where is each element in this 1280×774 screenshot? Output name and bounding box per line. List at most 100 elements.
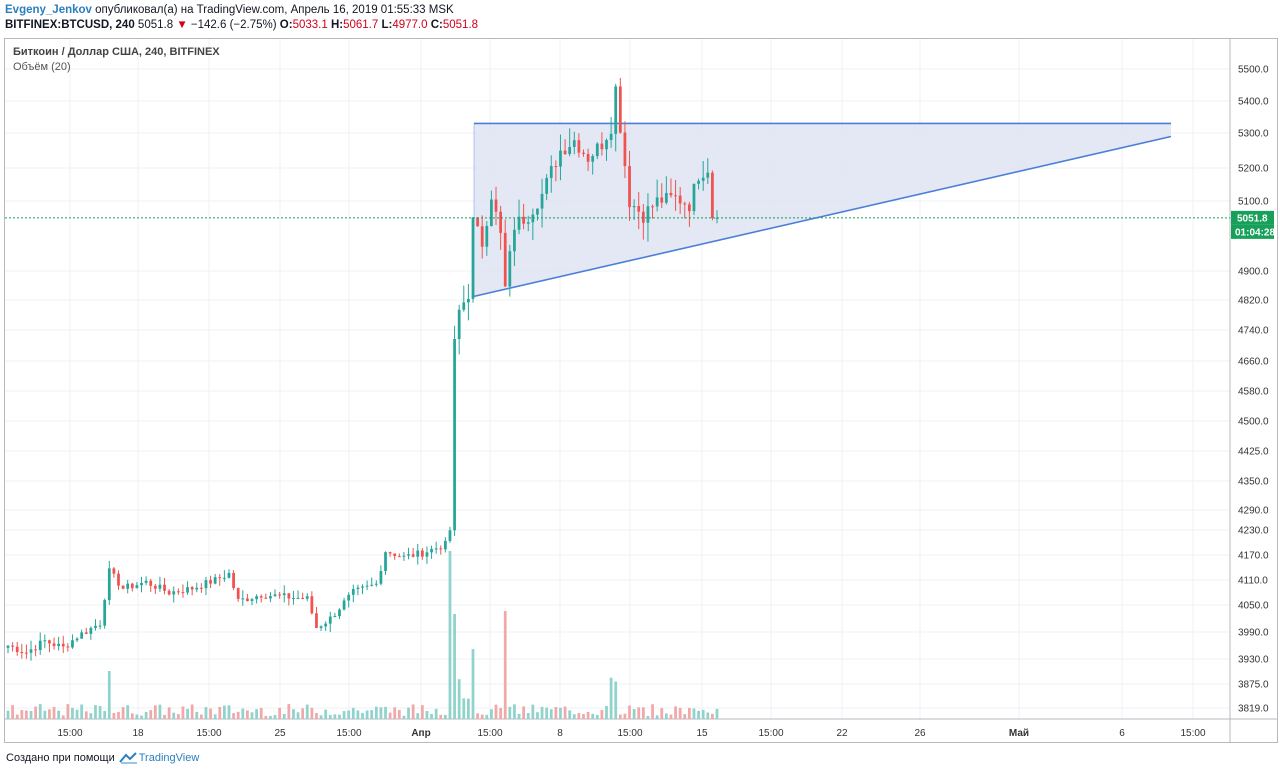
candle-body xyxy=(480,226,484,247)
candle-body xyxy=(52,643,56,647)
volume-bar xyxy=(117,712,120,719)
candle-body xyxy=(347,594,351,601)
candle-body xyxy=(236,588,240,599)
countdown-badge xyxy=(1231,224,1274,239)
candle-body xyxy=(651,206,654,208)
candle-body xyxy=(34,649,38,651)
candle-body xyxy=(365,585,369,587)
x-tick-label: 18 xyxy=(132,728,144,739)
volume-bar xyxy=(443,714,447,719)
candle-body xyxy=(485,225,489,247)
volume-bar xyxy=(499,708,502,719)
candle-body xyxy=(117,573,120,586)
volume-bar xyxy=(126,705,130,719)
volume-bar xyxy=(434,708,438,719)
candle-body xyxy=(443,540,447,550)
volume-bar xyxy=(71,707,74,719)
y-tick-label: 5300.0 xyxy=(1238,129,1269,140)
candle-body xyxy=(595,143,599,157)
high-label: H: xyxy=(330,19,344,31)
candle-body xyxy=(697,180,700,184)
volume-bar xyxy=(554,706,558,719)
candle-body xyxy=(411,554,415,557)
volume-bar xyxy=(144,711,148,719)
volume-bar xyxy=(342,711,346,719)
candle-body xyxy=(61,643,65,647)
candle-body xyxy=(453,339,456,531)
candle-body xyxy=(278,594,282,596)
volume-bar xyxy=(236,711,240,719)
candle-body xyxy=(568,146,572,155)
candle-body xyxy=(572,140,576,147)
volume-bar xyxy=(269,715,272,719)
candle-body xyxy=(526,222,530,224)
tradingview-link[interactable]: TradingView xyxy=(118,752,199,764)
volume-bar xyxy=(153,705,157,719)
volume-bar xyxy=(701,709,705,719)
volume-bar xyxy=(338,714,341,719)
volume-bar xyxy=(333,714,337,719)
volume-bar xyxy=(20,710,24,719)
candle-body xyxy=(490,199,493,226)
candle-body xyxy=(315,613,318,628)
candle-body xyxy=(591,156,595,162)
volume-bar xyxy=(402,715,406,719)
candle-body xyxy=(430,548,433,553)
candle-body xyxy=(338,609,341,617)
volume-bar xyxy=(241,708,245,719)
volume-bar xyxy=(609,677,613,719)
candle-body xyxy=(605,140,608,150)
candle-body xyxy=(692,183,696,212)
volume-bar xyxy=(595,714,599,719)
candle-body xyxy=(227,572,231,578)
y-tick-label: 4580.0 xyxy=(1238,387,1269,398)
x-tick-label: 15:00 xyxy=(617,728,642,739)
volume-bar xyxy=(213,714,217,719)
candle-body xyxy=(471,217,475,299)
volume-bar xyxy=(692,708,696,719)
candle-body xyxy=(457,309,461,340)
volume-bar xyxy=(462,698,466,719)
candle-body xyxy=(563,150,567,155)
candle-body xyxy=(462,302,466,310)
volume-bar xyxy=(697,710,700,719)
volume-bar xyxy=(388,712,392,719)
candle-body xyxy=(176,591,180,593)
y-tick-label: 3930.0 xyxy=(1238,655,1269,666)
candle-body xyxy=(94,625,97,628)
candle-body xyxy=(250,599,254,602)
candle-body xyxy=(545,177,549,194)
volume-bar xyxy=(301,708,305,719)
candle-body xyxy=(609,133,613,141)
volume-bar xyxy=(591,713,595,719)
volume-bar xyxy=(711,713,714,719)
candle-body xyxy=(503,232,507,287)
y-tick-label: 3875.0 xyxy=(1238,680,1269,691)
candle-body xyxy=(448,530,452,541)
candle-body xyxy=(397,556,401,558)
candle-body xyxy=(554,166,558,168)
candle-body xyxy=(43,640,47,642)
candle-body xyxy=(628,166,631,208)
volume-bar xyxy=(218,706,222,719)
volume-bar xyxy=(549,709,553,719)
volume-bar xyxy=(600,709,604,719)
chart-frame[interactable] xyxy=(4,38,1278,743)
author-link[interactable]: Evgeny_Jenkov xyxy=(5,4,92,16)
created-with-label: Создано при помощи xyxy=(6,752,115,764)
candle-body xyxy=(467,298,470,303)
candle-body xyxy=(6,645,10,648)
volume-bar xyxy=(628,705,631,719)
volume-indicator-label: Объём (20) xyxy=(13,61,71,73)
candle-body xyxy=(508,251,512,287)
volume-bar xyxy=(687,707,691,719)
candle-body xyxy=(517,216,521,230)
volume-bar xyxy=(282,713,286,719)
candle-body xyxy=(255,596,258,600)
candle-body xyxy=(140,582,143,586)
candle-body xyxy=(536,208,539,215)
volume-bar xyxy=(568,710,572,719)
volume-bar xyxy=(84,711,88,719)
candle-body xyxy=(273,594,277,597)
